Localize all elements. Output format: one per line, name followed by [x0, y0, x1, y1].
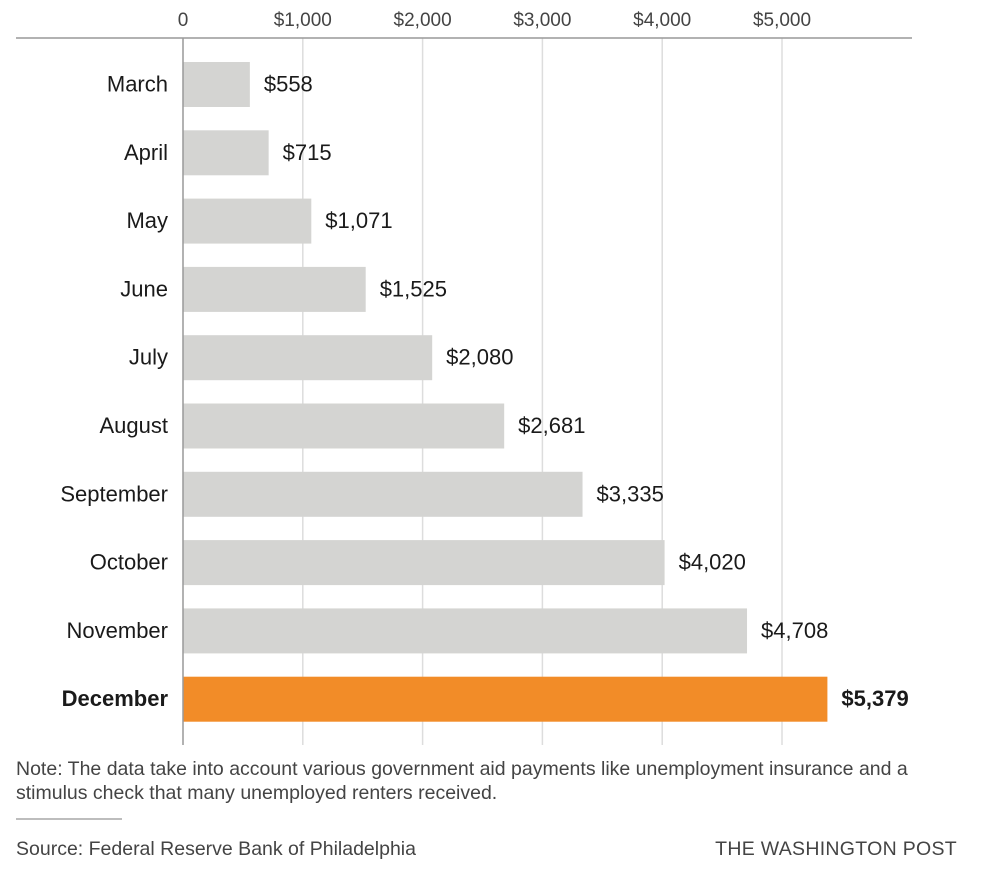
category-label: October — [90, 550, 168, 575]
chart-source: Source: Federal Reserve Bank of Philadel… — [16, 838, 416, 860]
category-label: September — [60, 481, 168, 506]
bar — [183, 471, 583, 517]
data-label: $2,080 — [446, 345, 513, 370]
footer-divider — [16, 818, 122, 820]
bar — [183, 62, 250, 107]
data-label: $1,525 — [380, 276, 447, 301]
data-label: $5,379 — [841, 686, 908, 711]
data-label: $1,071 — [325, 208, 392, 233]
category-label: August — [100, 413, 169, 438]
bar — [183, 335, 433, 381]
bar — [183, 198, 312, 244]
bar — [183, 130, 269, 176]
bar — [183, 608, 748, 654]
category-label: December — [62, 686, 169, 711]
category-label: July — [129, 345, 168, 370]
chart-note: Note: The data take into account various… — [16, 758, 908, 804]
data-label: $558 — [264, 72, 313, 97]
x-tick-label: $1,000 — [274, 10, 332, 31]
data-label: $4,020 — [679, 550, 746, 575]
category-label: April — [124, 140, 168, 165]
data-label: $2,681 — [518, 413, 585, 438]
x-tick-label: $3,000 — [513, 10, 571, 31]
data-label: $4,708 — [761, 618, 828, 643]
bar — [183, 540, 665, 586]
x-tick-label: $2,000 — [394, 10, 452, 31]
category-label: November — [67, 618, 168, 643]
publisher-credit: THE WASHINGTON POST — [715, 838, 957, 860]
x-tick-label: $5,000 — [753, 10, 811, 31]
data-label: $715 — [283, 140, 332, 165]
x-tick-label: 0 — [178, 10, 189, 31]
x-tick-label: $4,000 — [633, 10, 691, 31]
bar — [183, 676, 828, 722]
category-label: March — [107, 72, 168, 97]
bar — [183, 403, 505, 449]
category-label: June — [120, 276, 168, 301]
bar-chart: 0 $1,000 $2,000 $3,000 $4,000 $5,000 March $558… — [16, 10, 912, 745]
category-label: May — [126, 208, 168, 233]
data-label: $3,335 — [597, 481, 664, 506]
bar — [183, 266, 366, 312]
